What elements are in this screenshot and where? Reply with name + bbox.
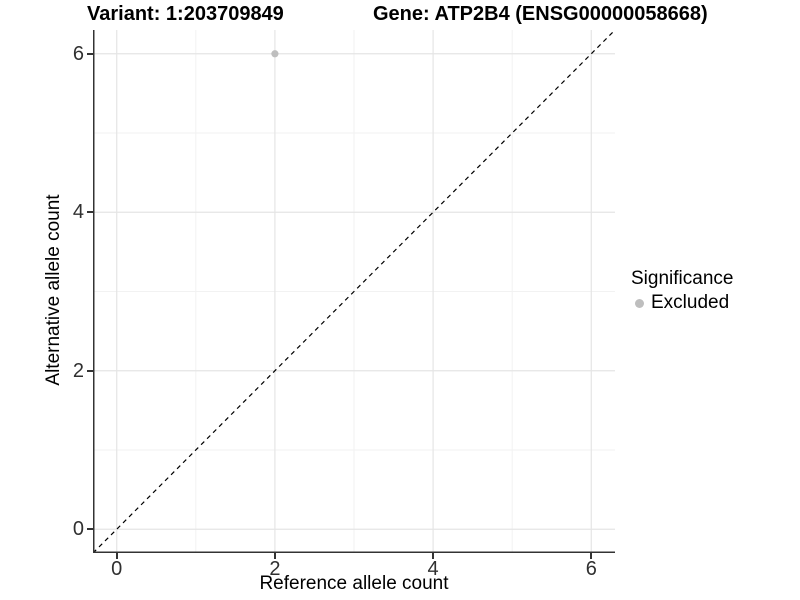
identity-dashed-line xyxy=(93,30,615,553)
legend-title: Significance xyxy=(631,268,734,289)
y-axis-tick-label: 4 xyxy=(72,201,84,224)
y-axis-tick-label: 6 xyxy=(72,42,84,65)
y-axis-tick-label: 0 xyxy=(72,518,84,541)
plot-panel-canvas xyxy=(93,30,615,553)
legend-item-label: Excluded xyxy=(651,292,730,313)
plot-title-gene: Gene: ATP2B4 (ENSG00000058668) xyxy=(373,3,708,25)
x-axis-tick-label: 0 xyxy=(111,558,123,580)
y-axis-tick-mark xyxy=(87,369,93,372)
x-axis-tick-mark xyxy=(115,553,118,559)
plot-title-variant: Variant: 1:203709849 xyxy=(87,3,284,25)
legend: Significance Excluded xyxy=(631,268,733,314)
x-axis-tick-label: 2 xyxy=(269,558,281,580)
legend-items: Excluded xyxy=(631,292,733,314)
legend-point-icon xyxy=(635,298,644,308)
x-axis-tick-mark xyxy=(432,553,434,559)
y-axis-tick-mark xyxy=(87,211,93,214)
plot-panel xyxy=(93,30,615,553)
x-axis-tick-label: 6 xyxy=(585,558,597,580)
data-point xyxy=(271,50,279,58)
x-axis-tick-mark xyxy=(274,553,276,559)
y-axis-tick-mark xyxy=(87,52,93,55)
legend-item-excluded: Excluded xyxy=(635,292,733,314)
x-axis-tick-mark xyxy=(590,553,593,559)
x-axis-title: Reference allele count xyxy=(259,573,449,594)
y-axis-tick-label: 2 xyxy=(72,359,84,382)
y-axis-tick-mark xyxy=(87,528,93,531)
x-axis-tick-label: 4 xyxy=(427,558,439,580)
